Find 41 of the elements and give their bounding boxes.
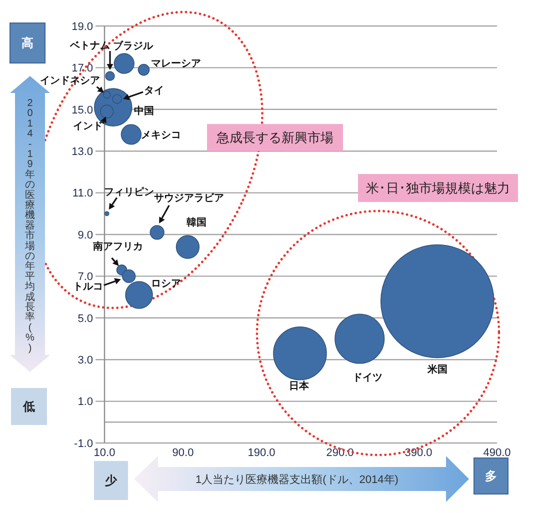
y-tick-label: 19.0: [72, 20, 93, 33]
y-tick-label: 1.0: [78, 396, 93, 408]
y-tick-label: 15.0: [72, 104, 93, 116]
x-axis-title: 1人当たり医療機器支出額(ドル、2014年): [196, 472, 398, 486]
series-label: 日本: [288, 380, 310, 392]
text: 低: [22, 400, 35, 414]
annotation: 急成長する新興市場: [216, 130, 334, 146]
series-label: ブラジル: [113, 40, 154, 52]
series-label: インドネシア: [40, 75, 100, 86]
series-label: ロシア: [151, 278, 182, 290]
x-tick-label: 390.0: [404, 447, 432, 459]
series-label: ドイツ: [352, 372, 383, 384]
x-tick-label: 90.0: [172, 447, 194, 459]
text: 2014-19年の医療機器市場の年平均成長率(%): [25, 98, 35, 354]
series-label: 韓国: [186, 216, 207, 229]
x-tick-label: 190.0: [248, 447, 276, 459]
text: トルコ: [72, 282, 103, 293]
series-label: 南アフリカ: [92, 240, 143, 252]
series-label: マレーシア: [150, 58, 201, 70]
series-label: 米国: [426, 364, 448, 376]
y-tick-label: 7.0: [78, 271, 93, 284]
x-tick-label: 10.0: [94, 447, 116, 459]
y-tick-label: 13.0: [72, 146, 93, 158]
y-tick-label: 9.0: [78, 229, 93, 242]
series-label: 中国: [134, 104, 154, 117]
series-label: インド: [72, 120, 103, 132]
annotation: 米･日･独市場規模は魅力: [366, 180, 510, 196]
text: 少: [104, 474, 118, 488]
text: ベトナム: [68, 40, 110, 52]
y-tick-label: 3.0: [78, 354, 93, 366]
y-tick-label: 11.0: [72, 188, 93, 200]
y-tick-label: 5.0: [78, 312, 93, 325]
series-label: メキシコ: [141, 130, 182, 141]
y-tick-label: 17.0: [72, 62, 93, 75]
y-tick-label: -1.0: [74, 438, 93, 450]
text: 高: [22, 36, 34, 50]
text: タイ: [144, 85, 164, 96]
text: サウジアラビア: [154, 192, 224, 204]
x-tick-label: 490.0: [483, 447, 511, 459]
text: 多: [485, 469, 497, 484]
series-label: フィリピン: [104, 186, 154, 198]
